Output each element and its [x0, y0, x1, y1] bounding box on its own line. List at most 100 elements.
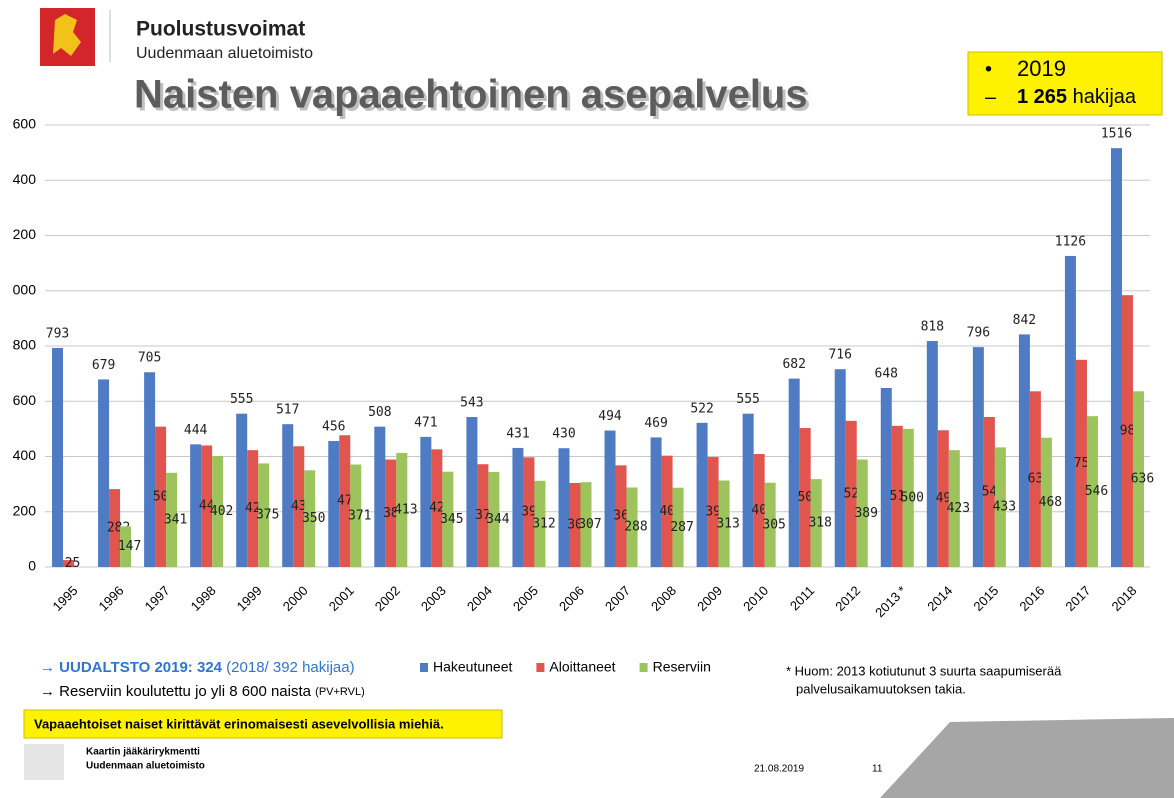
note-reserve: → Reserviin koulutettu jo yli 8 600 nais… [40, 683, 365, 700]
value-label: 371 [348, 508, 371, 523]
bar [972, 347, 984, 567]
value-label: 344 [486, 512, 510, 527]
bar [810, 479, 822, 567]
value-label: 682 [782, 357, 805, 372]
value-label: 147 [118, 539, 141, 554]
highlight-count: 1 265 hakijaa [1017, 86, 1137, 108]
bar [155, 426, 167, 567]
x-tick-label: 2013 * [872, 583, 909, 620]
banner [23, 709, 503, 739]
count-label: hakijaa [1073, 86, 1137, 108]
plot: 0 200 400 600 800 000 200 400 600 1995 793 25 1996 67… [13, 116, 1155, 620]
x-tick-label: 2014 [924, 583, 955, 614]
bar [707, 457, 719, 567]
value-label: 307 [578, 517, 601, 532]
value-label: 517 [276, 403, 299, 418]
value-label: 543 [460, 395, 483, 410]
logo-lion [53, 14, 81, 56]
bar [718, 480, 730, 567]
y-tick-label: 600 [13, 116, 37, 132]
x-tick-label: 2001 [326, 583, 357, 614]
note-uudaltsto: → UUDALTSTO 2019: 324 (2018/ 392 hakijaa… [40, 659, 355, 676]
bar [350, 464, 362, 567]
legend-label: Reserviin [653, 659, 711, 675]
bar [580, 482, 592, 567]
value-label: 402 [210, 504, 233, 519]
footer-logo [24, 744, 64, 780]
value-label: 793 [46, 326, 69, 341]
bar [120, 526, 132, 567]
bar [109, 489, 121, 567]
bar [569, 483, 581, 567]
value-label: 546 [1085, 484, 1108, 499]
value-label: 350 [302, 511, 325, 526]
value-label: 705 [138, 351, 161, 366]
bar [661, 455, 673, 567]
value-label: 494 [598, 409, 622, 424]
x-tick-label: 1997 [142, 583, 173, 614]
value-label: 430 [552, 427, 575, 442]
bar [1040, 437, 1052, 567]
value-label: 468 [1039, 495, 1062, 510]
y-tick-label: 200 [13, 502, 37, 518]
bullet: – [985, 86, 997, 108]
bar [98, 379, 110, 567]
page-number: 11 [872, 764, 883, 775]
bar [236, 413, 248, 567]
value-label: 431 [506, 426, 529, 441]
value-label: 522 [690, 401, 713, 416]
bar [1064, 255, 1076, 567]
value-label: 341 [164, 512, 187, 527]
footer-unit: Uudenmaan aluetoimisto [86, 761, 205, 772]
footer-org: Kaartin jääkärirykmentti [86, 747, 200, 758]
bar [385, 459, 397, 567]
note-small: (PV+RVL) [315, 686, 365, 698]
chart-title: Naisten vapaaehtoinen asepalvelus [134, 73, 808, 117]
value-label: 305 [762, 517, 785, 532]
legend-swatch [639, 663, 648, 672]
value-label: 433 [993, 500, 1016, 515]
banner-text: Vapaaehtoiset naiset kirittävät erinomai… [34, 716, 444, 731]
value-label: 375 [256, 508, 279, 523]
x-tick-label: 1995 [50, 583, 81, 614]
bar [282, 424, 294, 567]
value-label: 423 [947, 501, 970, 516]
bar [523, 457, 535, 567]
value-label: 287 [670, 520, 693, 535]
y-tick-label: 0 [28, 558, 36, 574]
x-tick-label: 1999 [234, 583, 265, 614]
legend-label: Hakeutuneet [433, 659, 513, 675]
x-tick-label: 2017 [1062, 583, 1093, 614]
bar [1132, 391, 1144, 567]
y-tick-label: 400 [13, 447, 37, 463]
x-tick-label: 2009 [694, 583, 725, 614]
value-label: 25 [65, 556, 81, 571]
bar [328, 441, 340, 567]
x-tick-label: 2018 [1108, 583, 1139, 614]
note-text: → Reserviin koulutettu jo yli 8 600 nais… [40, 683, 312, 700]
bar [374, 426, 386, 567]
bar [1075, 359, 1087, 567]
value-label: 345 [440, 512, 463, 527]
value-label: 716 [828, 348, 851, 363]
org: Puolustusvoimat [136, 18, 305, 41]
bar [1029, 391, 1041, 567]
legend-label: Aloittaneet [549, 659, 615, 675]
note-rest: (2018/ 392 hakijaa) [226, 659, 354, 676]
note-bold: → UUDALTSTO 2019: 324 [40, 659, 223, 676]
bar [834, 369, 846, 567]
bar [212, 455, 224, 567]
unit: Uudenmaan aluetoimisto [136, 45, 313, 62]
bar [902, 428, 914, 567]
value-label: 1516 [1101, 127, 1132, 142]
bar [742, 413, 754, 567]
bar [788, 378, 800, 567]
x-tick-label: 2005 [510, 583, 541, 614]
date: 21.08.2019 [754, 764, 804, 775]
y-tick-label: 000 [13, 281, 37, 297]
bar [994, 447, 1006, 567]
footnote: * Huom: 2013 kotiutunut 3 suurta saapumi… [786, 663, 1062, 678]
bar [466, 416, 478, 567]
bar [764, 482, 776, 567]
